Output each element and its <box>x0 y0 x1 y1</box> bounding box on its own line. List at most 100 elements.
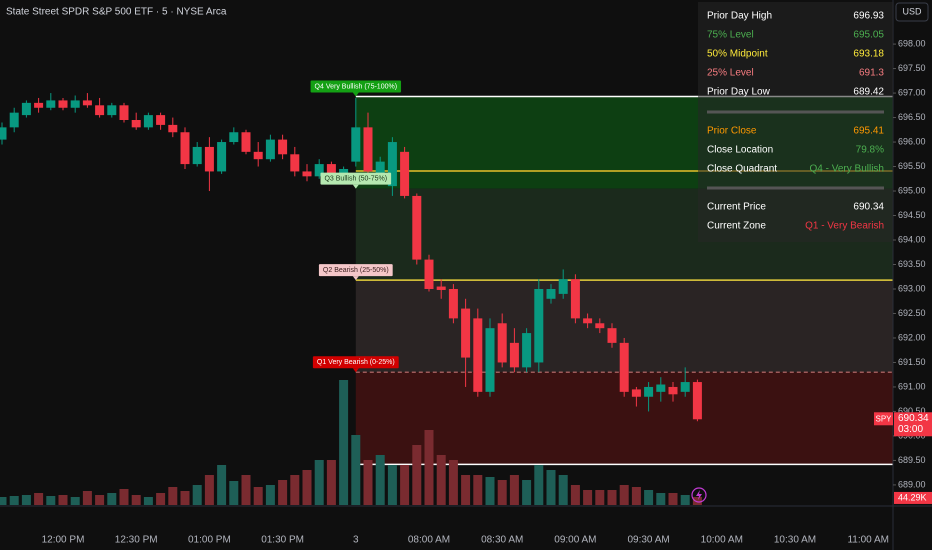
y-tick-label: 695.50 <box>898 161 926 171</box>
y-tick-label: 693.00 <box>898 283 926 293</box>
info-label: 75% Level <box>707 30 754 41</box>
info-label: Close Location <box>707 145 773 156</box>
candle-body <box>314 164 324 177</box>
info-value: 689.42 <box>853 87 884 98</box>
symbol-tag-box <box>874 412 893 426</box>
replay-icon[interactable] <box>691 487 707 503</box>
candle-body <box>131 120 141 128</box>
info-label: Current Zone <box>707 221 766 232</box>
volume-bar <box>509 475 519 505</box>
candle-body <box>656 384 666 392</box>
candle-body <box>680 382 690 392</box>
volume-bar <box>58 495 68 505</box>
candle-body <box>217 142 227 172</box>
candle-body <box>375 161 385 177</box>
volume-bar <box>436 455 446 505</box>
x-tick-label: 09:00 AM <box>554 535 596 546</box>
candle-body <box>9 112 19 128</box>
info-label: 50% Midpoint <box>707 49 768 60</box>
volume-bar <box>680 495 690 505</box>
info-value: 79.8% <box>856 145 884 156</box>
x-tick-label: 3 <box>353 535 359 546</box>
countdown: 03:00 <box>898 424 923 435</box>
candle-body <box>339 168 349 174</box>
info-value: 691.3 <box>859 68 884 79</box>
x-tick-label: 08:30 AM <box>481 535 523 546</box>
candle-body <box>644 386 654 397</box>
candle-body <box>156 115 166 125</box>
volume-bar <box>424 430 434 505</box>
info-label: Prior Close <box>707 126 757 137</box>
info-value: Q4 - Very Bullish <box>810 164 884 175</box>
info-table <box>698 2 893 242</box>
y-tick-label: 696.00 <box>898 136 926 146</box>
candle-body <box>546 288 556 299</box>
y-tick-label: 690.50 <box>898 406 926 416</box>
x-tick-label: 11:00 AM <box>847 535 889 546</box>
volume-bar <box>21 495 31 505</box>
info-label: Close Quadrant <box>707 164 777 175</box>
volume-bar <box>497 480 507 505</box>
info-value: 690.34 <box>853 202 884 213</box>
candle-body <box>34 102 44 108</box>
volume-bar <box>9 496 19 505</box>
currency-button[interactable] <box>895 2 929 22</box>
x-tick-label: 12:30 PM <box>115 535 158 546</box>
volume-bar <box>461 475 471 505</box>
candle-body <box>0 127 7 140</box>
y-tick-label: 697.50 <box>898 63 926 73</box>
y-tick-label: 694.00 <box>898 234 926 244</box>
volume-bar <box>107 493 117 505</box>
volume-bar <box>241 475 251 505</box>
zone-tag: Q2 Bearish (25-50%) <box>318 264 393 281</box>
candle-body <box>595 323 605 329</box>
volume-bar <box>143 497 153 505</box>
volume-bar <box>339 380 349 505</box>
info-label: Prior Day High <box>707 11 772 22</box>
info-label: Current Price <box>707 202 766 213</box>
volume-bar <box>656 493 666 505</box>
candle-body <box>119 105 129 121</box>
volume-bar <box>412 445 422 505</box>
volume-tag-box <box>894 491 932 504</box>
volume-bar <box>558 475 568 505</box>
x-tick-label: 10:30 AM <box>774 535 816 546</box>
candle-body <box>619 342 629 392</box>
volume-bar <box>692 496 702 505</box>
candle-body <box>46 100 56 108</box>
volume-bar <box>570 485 580 505</box>
volume-bar <box>534 465 544 505</box>
candle-body <box>631 389 641 397</box>
info-value: 695.05 <box>853 30 884 41</box>
currency-label: USD <box>902 6 922 16</box>
volume-bar <box>326 460 336 505</box>
info-value: 696.93 <box>853 11 884 22</box>
volume-bar <box>131 495 141 505</box>
volume-bar <box>229 481 239 505</box>
y-tick-label: 691.50 <box>898 357 926 367</box>
volume-bar <box>448 460 458 505</box>
candle-body <box>522 333 532 368</box>
candle-body <box>58 100 68 108</box>
candle-body <box>497 323 507 363</box>
x-tick-label: 08:00 AM <box>408 535 450 546</box>
volume-bar <box>363 460 373 505</box>
candle-body <box>95 105 105 116</box>
candle-body <box>570 279 580 319</box>
symbol-tag: SPY <box>875 414 892 423</box>
candle-body <box>241 132 251 152</box>
candle-body <box>290 154 300 172</box>
volume-bar <box>387 465 397 505</box>
candle-body <box>229 132 239 143</box>
y-tick-label: 689.50 <box>898 455 926 465</box>
zone-tag-label: Q2 Bearish (25-50%) <box>323 267 389 274</box>
volume-bar <box>156 493 166 505</box>
zone-tag-pointer <box>352 276 359 281</box>
info-value: Q1 - Very Bearish <box>805 221 884 232</box>
y-tick-label: 695.00 <box>898 185 926 195</box>
candle-body <box>265 139 275 160</box>
price-tag-box <box>894 412 932 437</box>
volume-bar <box>278 480 288 505</box>
info-label: Prior Day Low <box>707 87 771 98</box>
candle-body <box>448 288 458 319</box>
